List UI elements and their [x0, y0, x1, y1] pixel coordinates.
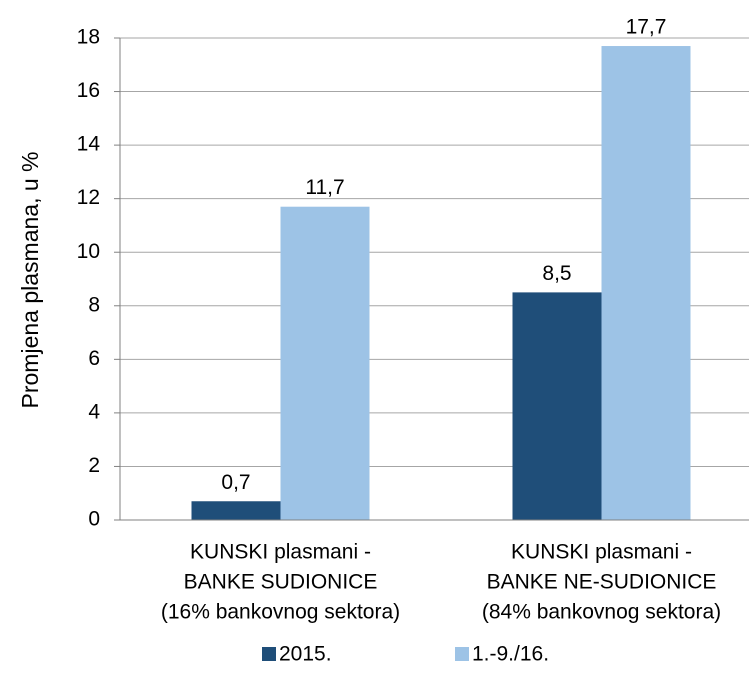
y-tick-label: 4: [88, 400, 100, 423]
bar: [191, 501, 281, 520]
x-tick-label: (84% bankovnog sektora): [482, 601, 721, 624]
y-tick-label: 10: [77, 240, 100, 263]
legend-swatch: [455, 647, 469, 661]
legend-label: 2015.: [279, 643, 332, 666]
bar: [601, 46, 691, 521]
y-tick-label: 2: [88, 454, 100, 477]
y-tick-label: 8: [88, 293, 100, 316]
y-tick-label: 12: [77, 186, 100, 209]
x-tick-label: BANKE SUDIONICE: [184, 571, 378, 594]
y-tick-label: 18: [77, 26, 100, 49]
value-label: 0,7: [221, 471, 250, 494]
legend-swatch: [262, 647, 276, 661]
y-axis-label: Promjena plasmana, u %: [17, 152, 43, 409]
y-tick-label: 16: [77, 79, 100, 102]
bar: [512, 292, 602, 520]
y-tick-label: 14: [77, 133, 101, 156]
x-tick-label: (16% bankovnog sektora): [161, 601, 400, 624]
x-tick-label: KUNSKI plasmani -: [511, 541, 692, 564]
y-tick-label: 6: [88, 347, 100, 370]
legend-label: 1.-9./16.: [472, 643, 549, 666]
bar: [280, 206, 370, 520]
value-label: 8,5: [542, 262, 571, 285]
value-label: 17,7: [626, 16, 667, 39]
value-label: 11,7: [305, 176, 344, 199]
x-tick-label: KUNSKI plasmani -: [190, 541, 371, 564]
y-tick-label: 0: [88, 508, 100, 531]
x-tick-label: BANKE NE-SUDIONICE: [487, 571, 717, 594]
